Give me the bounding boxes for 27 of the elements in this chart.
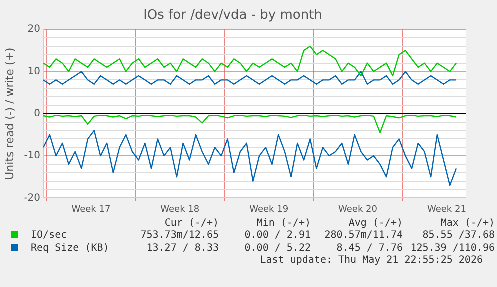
text: 125.39 /110.96: [410, 242, 495, 255]
y-tick-label: -20: [24, 192, 41, 204]
text: Last update: Thu May 21 22:55:25 2026: [259, 255, 483, 266]
text: 8.45 / 7.76: [336, 242, 403, 255]
text: Min (-/+): [256, 218, 311, 229]
text: Avg (-/+): [348, 218, 403, 229]
text: 280.57m/11.74: [324, 229, 403, 242]
text: 0.00 / 2.91: [244, 229, 311, 242]
text: 0.00 / 5.22: [244, 242, 311, 255]
text: 753.73m/12.65: [140, 229, 219, 242]
chart-title: IOs for /dev/vda - by month: [144, 8, 322, 24]
legend-label: IO/sec: [30, 229, 68, 242]
x-tick-label: Week 18: [160, 204, 200, 215]
y-tick-label: 10: [28, 66, 41, 78]
y-axis-title: Units read (-) / write (+): [3, 48, 16, 180]
y-tick-label: 0: [34, 108, 41, 120]
text: Cur (-/+): [164, 218, 219, 229]
x-tick-label: Week 20: [338, 204, 378, 215]
text: 85.55 /37.68: [422, 229, 495, 242]
x-tick-label: Week 21: [427, 204, 466, 215]
y-tick-label: -10: [24, 150, 41, 162]
x-tick-label: Week 17: [72, 204, 111, 215]
legend-label: Req Size (KB): [30, 242, 110, 255]
text: 13.27 / 8.33: [146, 242, 219, 255]
x-tick-label: Week 19: [250, 204, 289, 215]
y-tick-label: 20: [28, 24, 41, 36]
text: Max (-/+): [440, 218, 495, 229]
